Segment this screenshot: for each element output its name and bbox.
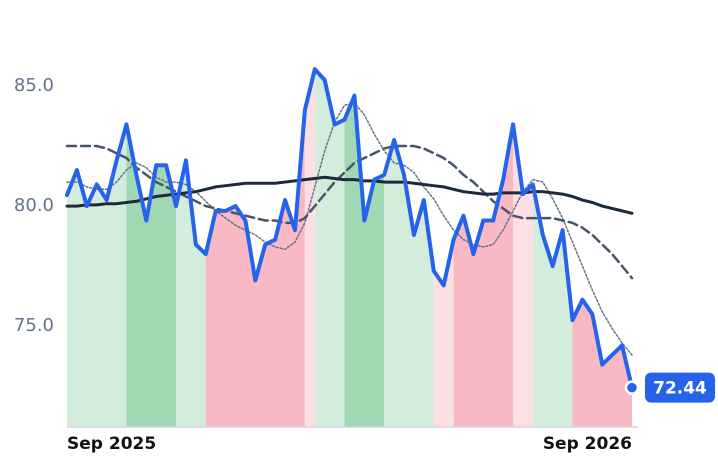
last-value-label: 72.44 xyxy=(653,379,707,399)
band xyxy=(344,95,385,427)
last-value-box xyxy=(645,372,715,403)
x-tick-label: Sep 2025 xyxy=(67,434,156,454)
band xyxy=(304,69,315,427)
y-tick-label: 75.0 xyxy=(14,315,54,336)
line-series xyxy=(65,175,634,215)
last-point xyxy=(624,380,640,395)
band xyxy=(433,239,454,427)
y-tick-label: 85.0 xyxy=(14,75,54,96)
line-series xyxy=(65,144,634,280)
band xyxy=(572,299,632,427)
y-tick-label: 80.0 xyxy=(14,195,54,216)
band xyxy=(67,124,127,427)
band xyxy=(513,124,533,427)
x-tick-label: Sep 2026 xyxy=(543,434,632,454)
band xyxy=(176,160,206,428)
line-series xyxy=(65,67,634,390)
band xyxy=(205,110,305,427)
